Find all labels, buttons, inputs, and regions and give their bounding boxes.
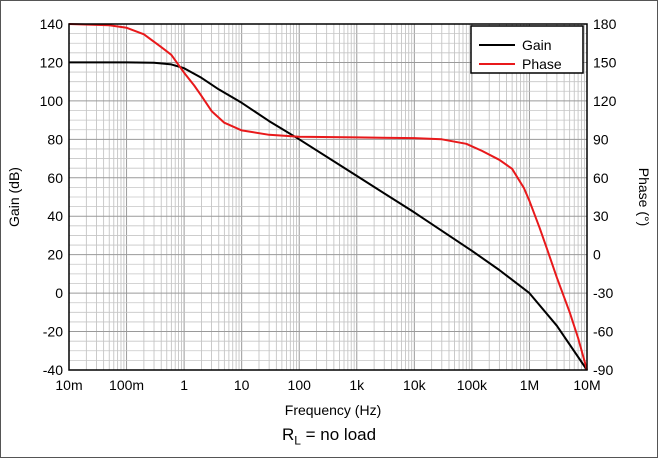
y-axis-ticks: 140 120 100 80 60 40 20 0 -20 -40: [40, 16, 64, 378]
x-tick-label: 100: [288, 377, 312, 393]
y-tick-label: 140: [40, 16, 64, 32]
x-tick-label: 100k: [457, 377, 488, 393]
y-tick-label: 40: [47, 208, 63, 224]
y2-axis-ticks: 180 150 120 90 60 30 0 -30 -60 -90: [593, 16, 617, 378]
legend-label-gain: Gain: [522, 37, 552, 53]
caption-suffix: = no load: [300, 425, 377, 444]
series-line-phase: [68, 23, 588, 371]
legend: Gain Phase: [470, 25, 584, 74]
y2-tick-label: 0: [593, 247, 601, 263]
grid: [68, 23, 588, 371]
y-tick-label: 60: [47, 170, 63, 186]
plot-border: [68, 23, 588, 371]
legend-box: [470, 25, 584, 74]
legend-label-phase: Phase: [522, 56, 562, 72]
x-tick-label: 1k: [349, 377, 365, 393]
y-tick-label: 0: [55, 285, 63, 301]
y2-tick-label: 120: [593, 93, 617, 109]
y2-tick-label: 60: [593, 170, 609, 186]
x-tick-label: 100m: [109, 377, 144, 393]
caption-prefix: R: [281, 425, 295, 444]
y-tick-label: 80: [47, 131, 63, 147]
y2-axis-label: Phase (°): [636, 168, 652, 227]
y2-tick-label: 150: [593, 54, 617, 70]
y2-tick-label: -60: [593, 324, 613, 340]
series-lines: [68, 23, 588, 371]
x-tick-label: 10: [234, 377, 250, 393]
y2-tick-label: -90: [593, 362, 613, 378]
load-condition-caption: RL = no load: [1, 425, 657, 447]
x-axis-label: Frequency (Hz): [285, 402, 381, 418]
x-tick-label: 1M: [520, 377, 539, 393]
x-tick-label: 10m: [55, 377, 82, 393]
caption-subscript: L: [294, 433, 301, 448]
y2-tick-label: 90: [593, 131, 609, 147]
x-tick-label: 10k: [403, 377, 427, 393]
x-tick-label: 1: [180, 377, 188, 393]
y2-tick-label: 30: [593, 208, 609, 224]
y-tick-label: -40: [43, 362, 63, 378]
y2-tick-label: -30: [593, 285, 613, 301]
y-tick-label: 20: [47, 247, 63, 263]
x-tick-label: 10M: [573, 377, 600, 393]
x-axis-ticks: 10m 100m 1 10 100 1k 10k 100k 1M 10M: [55, 377, 600, 393]
y-tick-label: 120: [40, 54, 64, 70]
y2-tick-label: 180: [593, 16, 617, 32]
series-line-gain: [69, 61, 588, 371]
y-tick-label: 100: [40, 93, 64, 109]
y-tick-label: -20: [43, 324, 63, 340]
y-axis-label: Gain (dB): [6, 167, 22, 227]
